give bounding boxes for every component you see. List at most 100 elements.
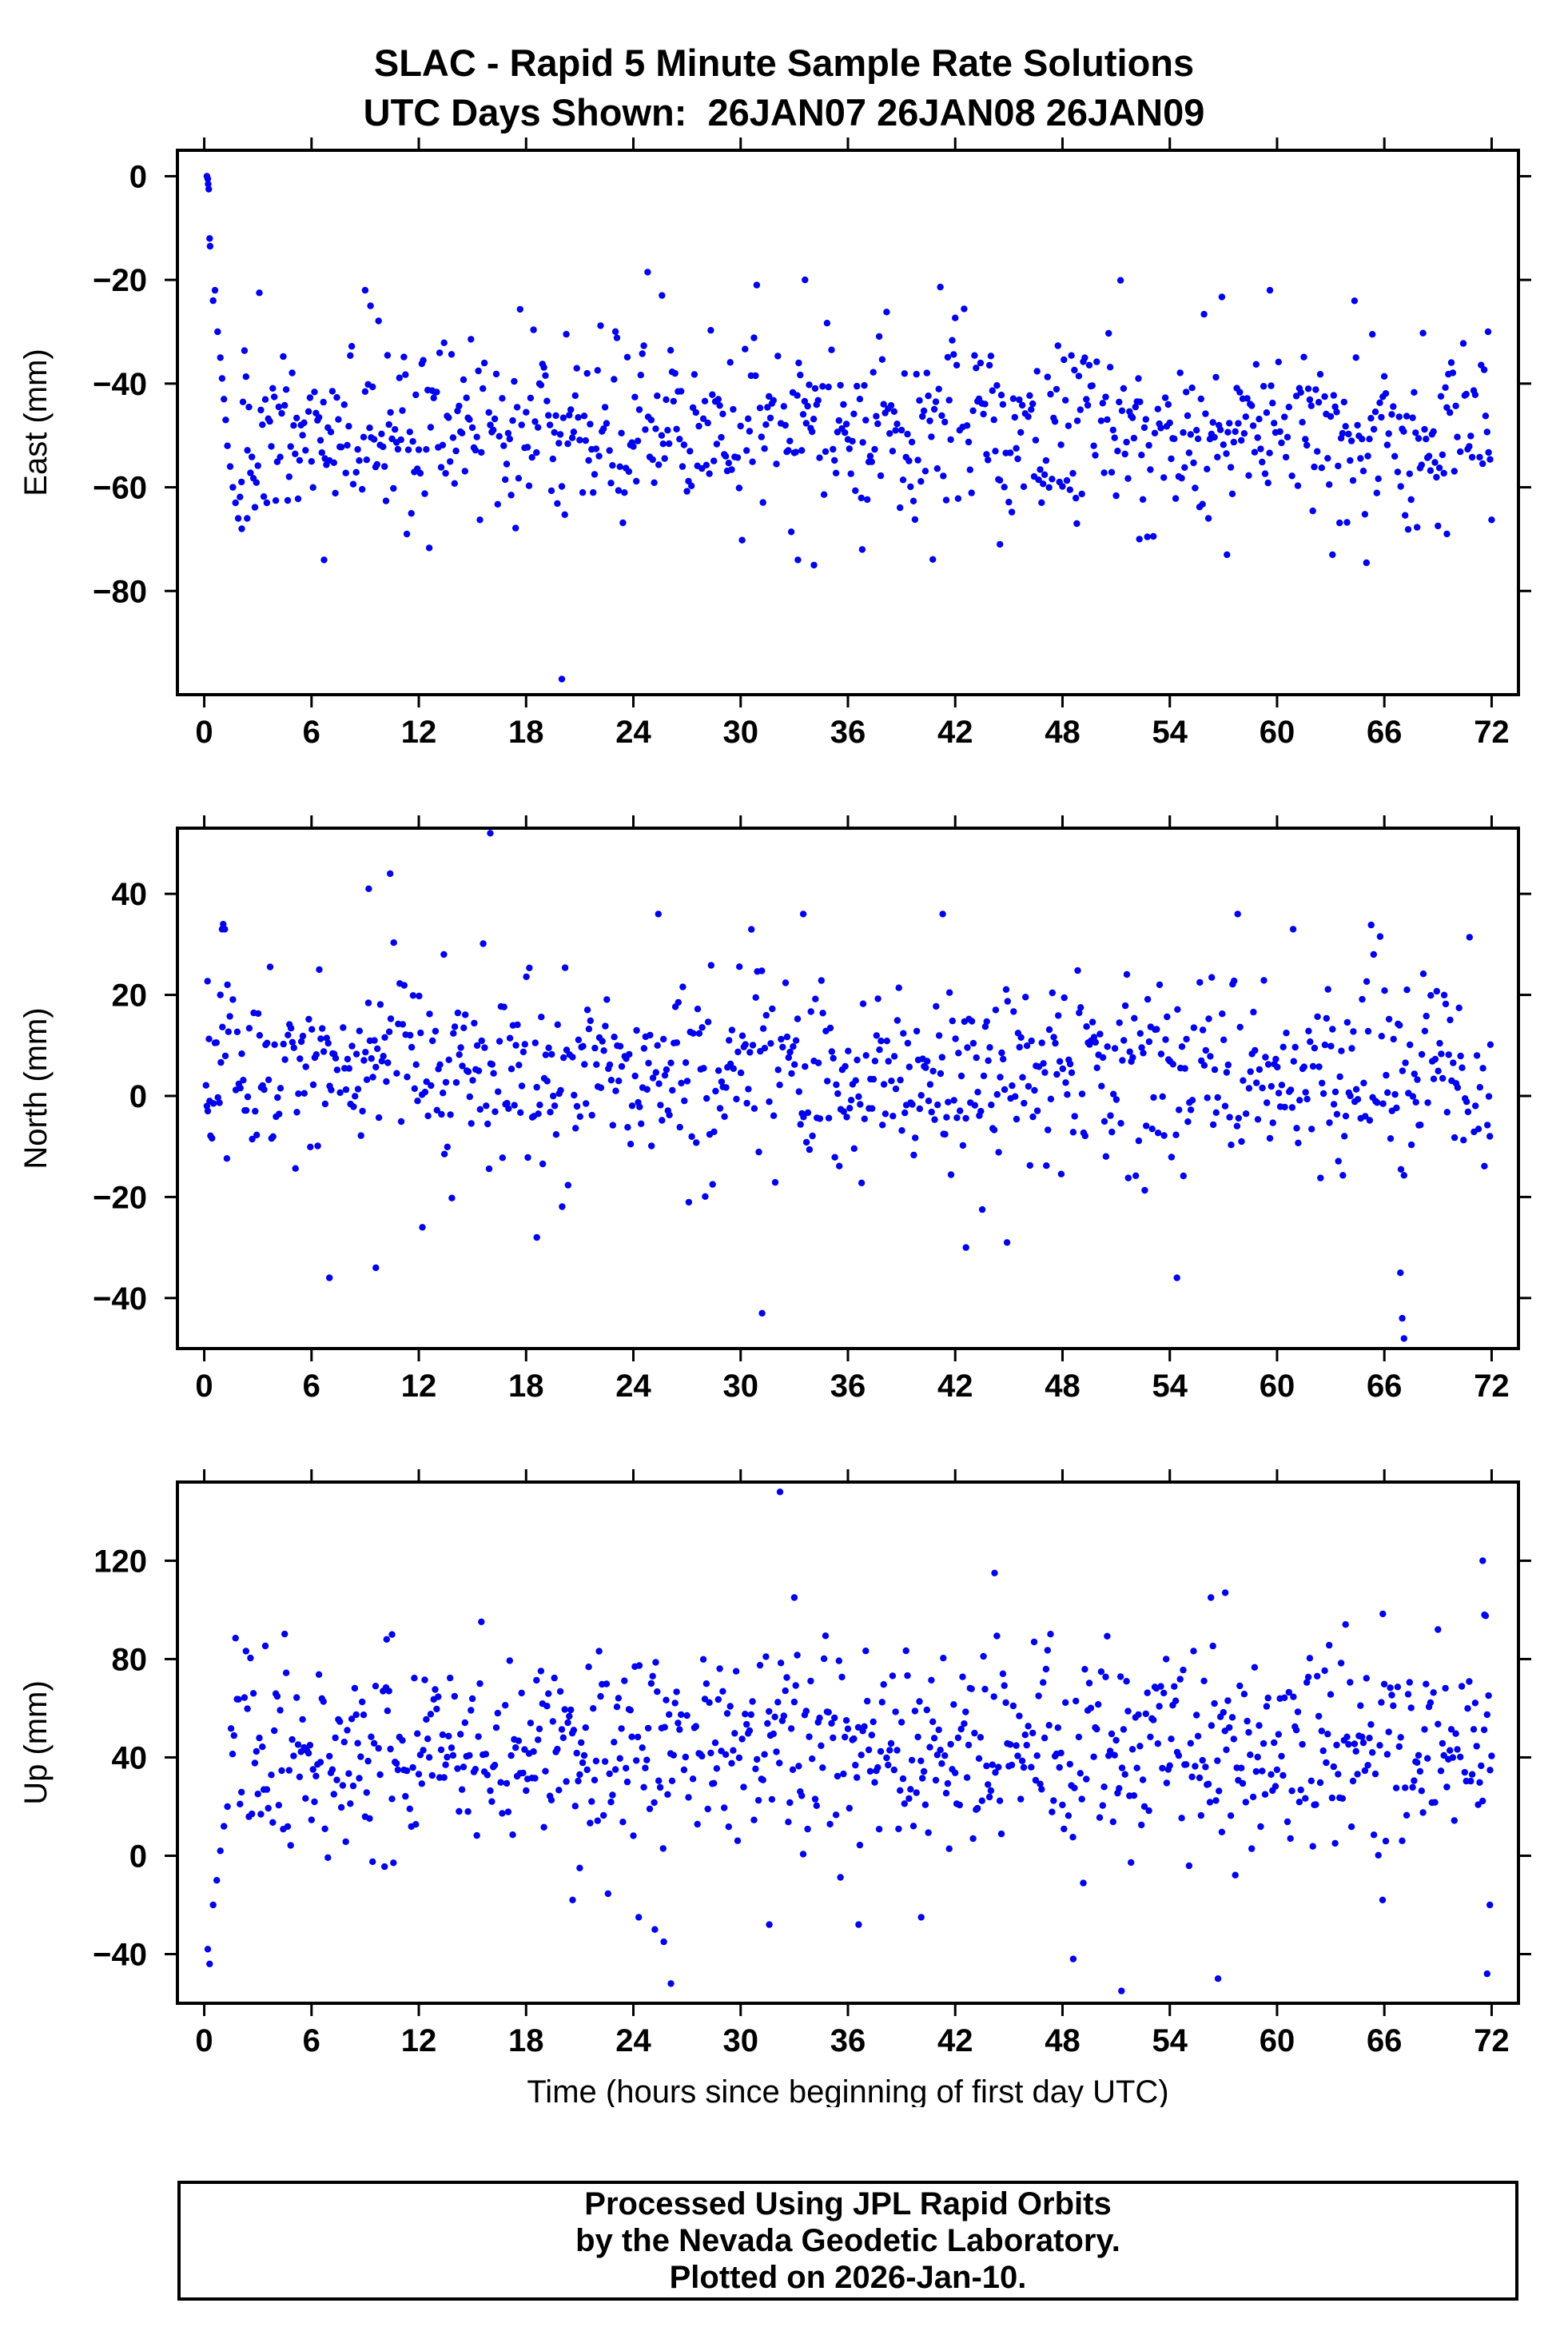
data-point-north [1481,1162,1488,1170]
data-point-up [1347,1679,1354,1686]
data-point-up [1345,1740,1352,1748]
data-point-east [799,411,807,418]
data-point-up [1330,1763,1338,1771]
data-point-up [1287,1835,1294,1843]
data-point-north [490,1070,497,1077]
data-point-up [1364,1762,1371,1769]
data-point-east [1240,430,1248,437]
data-point-east [631,393,639,400]
data-point-up [816,1714,823,1722]
data-point-up [1111,1751,1118,1759]
data-point-north [316,966,323,974]
data-point-up [563,1778,570,1785]
data-point-up [604,1890,611,1898]
data-point-east [786,437,794,444]
data-point-up [1404,1691,1412,1698]
panel-north: 0 6 12 18 24 30 36 42 48 54 60 66 7240200−20−40North… [18,815,1531,1404]
data-point-up [1014,1752,1021,1759]
data-point-east [260,493,268,500]
data-point-east [726,359,734,366]
data-point-up [237,1800,244,1807]
data-point-north [597,1084,605,1091]
data-point-up [566,1712,573,1720]
data-point-up [1474,1801,1482,1808]
data-point-east [400,353,408,361]
data-point-east [1111,434,1118,441]
data-point-east [1378,413,1385,421]
data-point-east [1041,471,1049,478]
data-point-north [380,1053,387,1060]
data-point-north [974,1089,981,1096]
data-point-east [542,372,549,379]
data-point-north [1360,1079,1367,1086]
data-point-north [938,1054,946,1061]
data-point-east [1009,395,1017,402]
data-point-east [1288,472,1295,480]
data-point-east [1160,474,1168,481]
data-point-north [503,1099,511,1107]
data-point-north [901,1109,909,1117]
data-point-east [485,408,492,416]
data-point-north [204,1107,212,1115]
data-point-east [1224,428,1232,436]
data-point-north [1202,1046,1210,1054]
data-point-east [963,422,971,429]
data-point-up [1390,1702,1397,1709]
data-point-east [686,448,694,455]
data-point-north [631,1072,639,1080]
data-point-up [916,1698,923,1705]
x-tick-label: 54 [1152,1369,1188,1404]
data-point-east [427,424,435,431]
data-point-east [1245,472,1252,479]
data-point-up [321,1825,328,1832]
data-point-north [564,1181,571,1189]
data-point-east [1018,401,1026,409]
data-point-north [1172,1131,1180,1138]
data-point-up [1439,1739,1447,1747]
data-point-up [1272,1783,1279,1790]
data-point-north [385,1028,393,1035]
data-point-north [978,1205,986,1213]
data-point-east [1171,435,1178,443]
data-point-north [1233,1122,1241,1130]
data-point-up [1431,1799,1439,1806]
data-point-east [678,388,685,395]
data-point-east [316,436,324,444]
data-point-up [831,1714,838,1722]
data-point-east [1254,434,1261,441]
data-point-north [1098,1082,1105,1090]
data-point-east [1443,530,1451,538]
data-point-east [1316,371,1324,378]
data-point-north [317,1035,324,1042]
data-point-north [1026,1162,1034,1170]
data-point-up [731,1730,738,1737]
data-point-north [1061,994,1068,1002]
data-point-east [1105,329,1112,337]
data-point-east [947,436,954,444]
data-point-east [1172,495,1180,502]
data-point-up [265,1804,272,1812]
data-point-up [368,1733,375,1740]
data-point-east [284,496,292,504]
data-point-up [935,1726,942,1734]
data-point-east [973,365,980,372]
data-point-east [1181,464,1188,471]
data-point-east [549,455,556,463]
data-point-east [1054,342,1062,349]
data-point-north [1421,1027,1429,1034]
data-point-up [945,1845,953,1852]
data-point-north [421,1088,429,1096]
data-point-east [1109,426,1117,434]
data-point-up [1018,1757,1026,1764]
data-point-north [1043,1162,1050,1170]
data-point-east [1044,373,1052,381]
x-tick-label: 66 [1367,1369,1403,1404]
data-point-north [1111,1045,1119,1052]
data-point-up [487,1787,494,1795]
data-point-east [1138,452,1145,459]
data-point-north [824,1078,831,1085]
data-point-east [1061,356,1068,364]
data-point-up [878,1699,886,1706]
data-point-north [840,1108,847,1115]
data-point-north [941,1130,949,1138]
